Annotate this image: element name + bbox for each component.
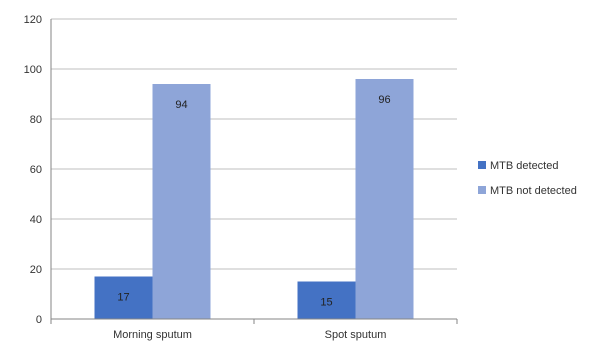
y-tick-label-0: 0 — [36, 314, 42, 326]
legend-swatch-1 — [478, 186, 486, 194]
bar-mtb-not-detected-1 — [355, 79, 414, 319]
y-tick-label-120: 120 — [24, 14, 42, 26]
data-label-0-1: 15 — [320, 297, 332, 309]
x-category-label-0: Morning sputum — [113, 329, 192, 341]
data-label-0-0: 17 — [117, 292, 129, 304]
y-axis-ticks: 0 20 40 60 80 100 120 — [24, 14, 42, 326]
data-label-1-0: 94 — [175, 99, 187, 111]
x-axis: Morning sputum Spot sputum — [50, 19, 458, 341]
bars — [94, 79, 414, 319]
y-tick-label-80: 80 — [30, 114, 42, 126]
legend-label-0: MTB detected — [490, 160, 558, 172]
bar-mtb-detected-1 — [297, 281, 356, 319]
data-label-1-1: 96 — [378, 94, 390, 106]
data-labels: 17 94 15 96 — [117, 94, 390, 309]
bar-mtb-not-detected-0 — [152, 84, 211, 319]
y-tick-label-40: 40 — [30, 214, 42, 226]
legend: MTB detected MTB not detected — [478, 160, 577, 197]
y-tick-label-100: 100 — [24, 64, 42, 76]
x-category-label-1: Spot sputum — [325, 329, 387, 341]
bar-mtb-detected-0 — [94, 276, 153, 319]
legend-swatch-0 — [478, 161, 486, 169]
y-tick-label-20: 20 — [30, 264, 42, 276]
y-tick-label-60: 60 — [30, 164, 42, 176]
legend-label-1: MTB not detected — [490, 185, 577, 197]
